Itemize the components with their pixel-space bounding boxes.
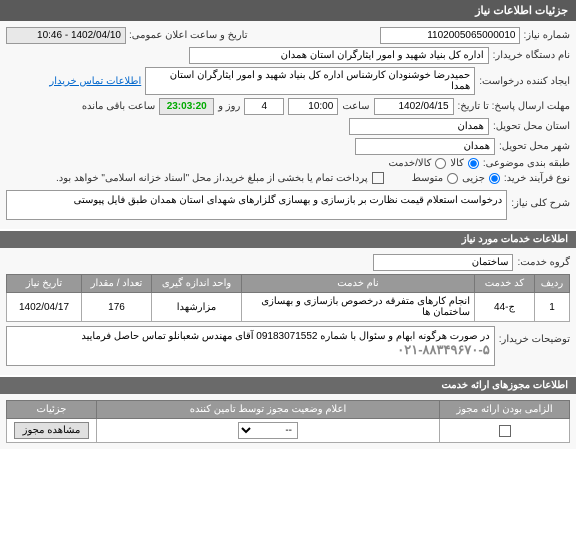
permit-row: -- مشاهده مجوز xyxy=(7,419,570,443)
days-field: 4 xyxy=(244,98,284,115)
creator-field: حمیدرضا خوشنودان کارشناس اداره کل بنیاد … xyxy=(145,67,475,95)
days-label: روز و xyxy=(218,101,240,112)
th-status: اعلام وضعیت مجوز توسط تامین کننده xyxy=(97,401,440,419)
service-radio[interactable] xyxy=(435,158,446,169)
cell-qty: 176 xyxy=(82,293,152,322)
th-name: نام خدمت xyxy=(242,275,475,293)
notes-line1: در صورت هرگونه ابهام و سئوال با شماره 09… xyxy=(11,331,490,342)
payment-checkbox[interactable] xyxy=(372,172,384,184)
classify-label: طبقه بندی موضوعی: xyxy=(483,158,570,169)
buyer-label: نام دستگاه خریدار: xyxy=(493,50,570,61)
section2-body: گروه خدمت: ساختمان ردیف کد خدمت نام خدمت… xyxy=(0,248,576,375)
section3-header: اطلاعات مجوزهای ارائه خدمت xyxy=(0,377,576,394)
payment-note: پرداخت تمام یا بخشی از مبلغ خرید،از محل … xyxy=(56,173,368,184)
remain-label: ساعت باقی مانده xyxy=(82,101,155,112)
section2-header: اطلاعات خدمات مورد نیاز xyxy=(0,231,576,248)
city-label: شهر محل تحویل: xyxy=(499,141,570,152)
cell-details: مشاهده مجوز xyxy=(7,419,97,443)
view-permit-button[interactable]: مشاهده مجوز xyxy=(14,422,90,439)
cell-idx: 1 xyxy=(535,293,570,322)
goods-label: کالا xyxy=(450,158,464,169)
th-idx: ردیف xyxy=(535,275,570,293)
th-required: الزامی بودن ارائه مجوز xyxy=(440,401,570,419)
need-no-label: شماره نیاز: xyxy=(523,30,570,41)
need-no-field: 1102005065000010 xyxy=(380,27,520,44)
buyer-field: اداره کل بنیاد شهید و امور ایثارگران است… xyxy=(189,47,489,64)
desc-label: شرح کلی نیاز: xyxy=(511,190,570,209)
service-label: کالا/خدمت xyxy=(388,158,431,169)
partial-radio[interactable] xyxy=(489,173,500,184)
city-field: همدان xyxy=(355,138,495,155)
prov-label: استان محل تحویل: xyxy=(493,121,570,132)
cell-code: ج-44 xyxy=(475,293,535,322)
page-header: جزئیات اطلاعات نیاز xyxy=(0,0,576,21)
th-unit: واحد اندازه گیری xyxy=(152,275,242,293)
partial-label: جزیی xyxy=(462,173,485,184)
cell-date: 1402/04/17 xyxy=(7,293,82,322)
process-label: نوع فرآیند خرید: xyxy=(504,173,570,184)
medium-label: متوسط xyxy=(412,173,443,184)
goods-radio[interactable] xyxy=(468,158,479,169)
notes-label: توضیحات خریدار: xyxy=(499,326,570,345)
desc-field: درخواست استعلام قیمت نظارت بر بازسازی و … xyxy=(6,190,507,220)
th-qty: تعداد / مقدار xyxy=(82,275,152,293)
status-select[interactable]: -- xyxy=(238,422,298,439)
th-date: تاریخ نیاز xyxy=(7,275,82,293)
cell-name: انجام کارهای متفرقه درخصوص بازسازی و بهس… xyxy=(242,293,475,322)
th-details: جزئیات xyxy=(7,401,97,419)
cell-status: -- xyxy=(97,419,440,443)
announce-field: 1402/04/10 - 10:46 xyxy=(6,27,126,44)
deadline-label: مهلت ارسال پاسخ: تا تاریخ: xyxy=(458,101,570,112)
deadline-date-field: 1402/04/15 xyxy=(374,98,454,115)
th-code: کد خدمت xyxy=(475,275,535,293)
prov-field: همدان xyxy=(349,118,489,135)
creator-label: ایجاد کننده درخواست: xyxy=(479,76,570,87)
page-title: جزئیات اطلاعات نیاز xyxy=(475,5,568,17)
announce-label: تاریخ و ساعت اعلان عمومی: xyxy=(129,30,248,41)
permits-table: الزامی بودن ارائه مجوز اعلام وضعیت مجوز … xyxy=(6,400,570,443)
table-row: 1 ج-44 انجام کارهای متفرقه درخصوص بازساز… xyxy=(7,293,570,322)
section3-body: الزامی بودن ارائه مجوز اعلام وضعیت مجوز … xyxy=(0,394,576,449)
notes-line2: ۰۲۱-۸۸۳۴۹۶۷۰-۵ xyxy=(11,342,490,358)
main-form: شماره نیاز: 1102005065000010 تاریخ و ساع… xyxy=(0,21,576,229)
deadline-time-field: 10:00 xyxy=(288,98,338,115)
contact-link[interactable]: اطلاعات تماس خریدار xyxy=(49,76,141,87)
cell-required xyxy=(440,419,570,443)
required-checkbox[interactable] xyxy=(499,425,511,437)
medium-radio[interactable] xyxy=(447,173,458,184)
cell-unit: مزارشهدا xyxy=(152,293,242,322)
services-table: ردیف کد خدمت نام خدمت واحد اندازه گیری ت… xyxy=(6,274,570,322)
group-label: گروه خدمت: xyxy=(517,257,570,268)
time-label: ساعت xyxy=(342,101,369,112)
group-field: ساختمان xyxy=(373,254,513,271)
notes-field: در صورت هرگونه ابهام و سئوال با شماره 09… xyxy=(6,326,495,366)
remain-time-field: 23:03:20 xyxy=(159,98,214,115)
